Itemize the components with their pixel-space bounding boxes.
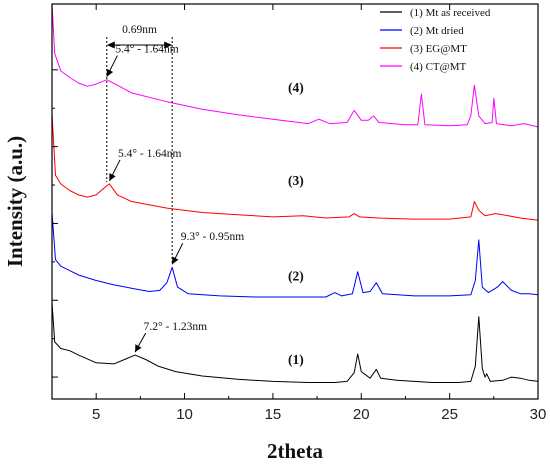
plot-frame-rect [51, 3, 539, 400]
x-axis-ticks: 5 10 15 20 25 30 [52, 4, 546, 423]
series-line-4 [51, 3, 539, 128]
annotation-label-4: 7.2° - 1.23nm [144, 321, 207, 333]
annotation-label-1: 5.4° - 1.64nm [115, 44, 178, 56]
x-tick-label-25: 25 [441, 406, 458, 423]
x-tick-label-15: 15 [265, 406, 282, 423]
annotation-arrow-head-1 [106, 68, 114, 77]
legend-label-1: (1) Mt as received [410, 7, 491, 19]
legend-label-4: (4) CT@MT [410, 61, 467, 73]
x-tick-label-20: 20 [353, 406, 370, 423]
y-axis-title: Intensity (a.u.) [3, 136, 27, 267]
curve-label-2: (2) [288, 269, 304, 284]
legend-label-3: (3) EG@MT [410, 43, 467, 55]
annotation-arrow-head-3 [172, 256, 179, 265]
curve-label-1: (1) [288, 352, 304, 367]
dimension-arrow-left [106, 41, 115, 49]
plot-frame [51, 3, 539, 400]
legend-label-2: (2) Mt dried [410, 25, 464, 37]
dimension-arrow-right [164, 41, 173, 49]
series-line-1 [51, 302, 539, 383]
x-tick-label-30: 30 [530, 406, 547, 423]
annotation-arrow-head-4 [135, 344, 142, 353]
curve-label-3: (3) [288, 173, 304, 188]
series-line-3 [51, 113, 539, 221]
series-line-2 [51, 212, 539, 298]
legend: (1) Mt as received (2) Mt dried (3) EG@MT (… [380, 7, 491, 73]
x-axis-title: 2theta [267, 439, 323, 463]
annotation-arrow-head-2 [109, 173, 116, 181]
annotation-label-3: 9.3° - 0.95nm [181, 231, 244, 243]
series-layer [51, 3, 539, 383]
annotation-label-2: 5.4° - 1.64nm [118, 148, 181, 160]
dimension-label: 0.69nm [122, 24, 157, 36]
curve-label-4: (4) [288, 80, 304, 95]
x-tick-label-5: 5 [92, 406, 100, 423]
x-tick-label-10: 10 [176, 406, 193, 423]
annotation-layer: (1) (2) (3) (4) 5.4° - 1.64nm 5.4° - 1.64nm 9.… [106, 24, 304, 367]
